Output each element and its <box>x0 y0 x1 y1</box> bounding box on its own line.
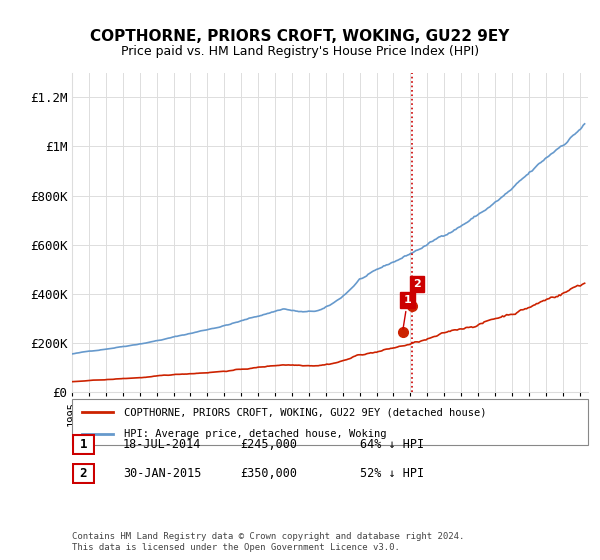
Text: 1: 1 <box>403 295 412 329</box>
Text: 52% ↓ HPI: 52% ↓ HPI <box>360 467 424 480</box>
FancyBboxPatch shape <box>73 435 94 454</box>
Text: 2: 2 <box>80 467 87 480</box>
Text: Price paid vs. HM Land Registry's House Price Index (HPI): Price paid vs. HM Land Registry's House … <box>121 45 479 58</box>
FancyBboxPatch shape <box>73 464 94 483</box>
Text: Contains HM Land Registry data © Crown copyright and database right 2024.
This d: Contains HM Land Registry data © Crown c… <box>72 532 464 552</box>
Text: COPTHORNE, PRIORS CROFT, WOKING, GU22 9EY (detached house): COPTHORNE, PRIORS CROFT, WOKING, GU22 9E… <box>124 407 486 417</box>
Text: 30-JAN-2015: 30-JAN-2015 <box>123 467 202 480</box>
Text: £350,000: £350,000 <box>240 467 297 480</box>
Text: COPTHORNE, PRIORS CROFT, WOKING, GU22 9EY: COPTHORNE, PRIORS CROFT, WOKING, GU22 9E… <box>91 29 509 44</box>
Text: 2: 2 <box>412 279 421 304</box>
Text: £245,000: £245,000 <box>240 437 297 451</box>
FancyBboxPatch shape <box>72 399 588 445</box>
Text: 18-JUL-2014: 18-JUL-2014 <box>123 437 202 451</box>
Text: HPI: Average price, detached house, Woking: HPI: Average price, detached house, Woki… <box>124 429 386 438</box>
Text: 64% ↓ HPI: 64% ↓ HPI <box>360 437 424 451</box>
Text: 1: 1 <box>80 437 87 451</box>
